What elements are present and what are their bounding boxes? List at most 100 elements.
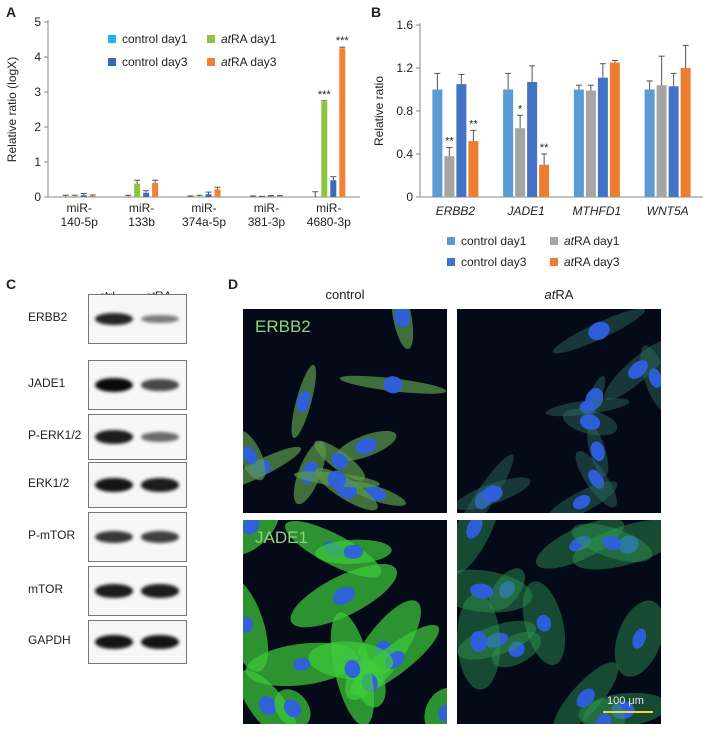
bar	[214, 189, 221, 197]
blot-strip	[88, 462, 187, 508]
blot-band-atra	[141, 314, 179, 324]
bar	[134, 183, 141, 197]
y-tick-label: 3	[34, 85, 41, 99]
cell-nucleus	[283, 699, 302, 718]
cell-nucleus	[482, 485, 503, 503]
x-tick-label: miR-	[191, 201, 216, 215]
blot-band-atra	[141, 531, 179, 543]
blot-band-ctrl	[95, 312, 133, 326]
cell-nucleus	[258, 696, 277, 716]
x-tick-label: 140-5p	[61, 215, 99, 229]
micrograph-jade1-control: JADE1	[243, 520, 447, 724]
blot-label: mTOR	[28, 582, 64, 596]
panel-letter-d: D	[228, 276, 239, 292]
cell-nucleus	[579, 414, 601, 430]
cell-nucleus	[470, 630, 488, 653]
bar	[321, 101, 328, 197]
micrograph-erbb2-atra	[457, 309, 661, 513]
bar	[205, 194, 212, 197]
legend-swatch-0	[108, 35, 116, 43]
legend-swatch-1	[207, 35, 215, 43]
cell-nucleus	[588, 469, 605, 489]
blot-band-ctrl	[95, 531, 133, 543]
significance-label: ***	[318, 89, 332, 101]
cell-nucleus	[611, 701, 635, 720]
cell-nucleus	[499, 581, 515, 598]
bar	[573, 89, 584, 197]
y-tick-label: 1	[34, 155, 41, 169]
x-tick-label: miR-	[254, 201, 279, 215]
significance-label: ***	[336, 35, 350, 47]
cell-nucleus	[485, 632, 508, 648]
y-tick-label: 4	[34, 50, 41, 64]
blot-strip	[88, 566, 187, 616]
legend-label-1: atRA day1	[564, 234, 620, 248]
bar	[585, 90, 596, 197]
significance-label: **	[445, 136, 454, 148]
significance-label: *	[518, 103, 523, 115]
bar	[89, 195, 96, 197]
y-tick-label: 0.4	[396, 147, 413, 161]
legend-label-0: control day1	[461, 234, 527, 248]
bar	[680, 68, 691, 197]
cell-nucleus	[331, 452, 348, 469]
bar	[515, 128, 526, 197]
bar	[330, 180, 337, 197]
bar	[527, 81, 538, 197]
cell-nucleus	[508, 641, 525, 658]
bar	[468, 141, 479, 197]
blot-strip	[88, 620, 187, 664]
y-tick-label: 0	[34, 190, 41, 204]
cell-nucleus	[394, 309, 411, 328]
bar	[539, 164, 550, 197]
x-tick-label: JADE1	[506, 204, 544, 218]
legend-label-3: atRA day3	[564, 255, 620, 269]
cell-nucleus	[296, 390, 311, 413]
cell-nucleus	[590, 441, 605, 462]
bar	[143, 192, 150, 197]
cell-nucleus	[332, 586, 355, 605]
scale-bar	[603, 711, 653, 713]
blot-band-atra	[141, 584, 179, 598]
blot-label: P-mTOR	[28, 528, 76, 542]
blot-band-ctrl	[95, 584, 133, 598]
micrograph-jade1-atra: 100 μm	[457, 520, 661, 724]
micrograph-column-atra: atRA	[544, 287, 574, 302]
y-tick-label: 2	[34, 120, 41, 134]
western-blot-panel: ctrl atRA ERBB2JADE1P-ERK1/2ERK1/2P-mTOR…	[0, 276, 220, 716]
cell-nucleus	[569, 536, 591, 552]
x-tick-label: 4680-3p	[307, 215, 351, 229]
legend-swatch-2	[108, 58, 116, 66]
legend-label-1: atRA day1	[221, 32, 277, 46]
y-tick-label: 0	[406, 190, 413, 204]
blot-strip	[88, 294, 187, 344]
cell-nucleus	[343, 544, 364, 559]
y-tick-label: 1.2	[396, 61, 413, 75]
cell-nucleus	[588, 321, 610, 341]
blot-band-ctrl	[95, 635, 133, 649]
micrograph-erbb2-control: ERBB2	[243, 309, 447, 513]
legend-swatch-0	[447, 237, 455, 245]
y-tick-label: 5	[34, 15, 41, 29]
y-tick-label: 0.8	[396, 104, 413, 118]
cell-nucleus	[355, 437, 377, 455]
bar	[597, 77, 608, 197]
cell-nucleus	[327, 470, 347, 489]
micrograph-column-control: control	[325, 287, 365, 302]
cell-nucleus	[243, 446, 258, 465]
blot-label: P-ERK1/2	[28, 428, 82, 442]
legend-swatch-1	[550, 237, 558, 245]
x-tick-label: WNT5A	[647, 204, 689, 218]
cell-nucleus	[576, 688, 595, 708]
cell-image	[243, 520, 447, 724]
cell-nucleus	[243, 616, 254, 633]
bar	[80, 195, 87, 197]
bar	[444, 156, 455, 197]
bar	[609, 62, 620, 197]
blot-band-atra	[141, 379, 179, 391]
significance-label: **	[540, 142, 549, 154]
blot-band-ctrl	[95, 430, 133, 444]
cell-nucleus	[648, 368, 661, 388]
